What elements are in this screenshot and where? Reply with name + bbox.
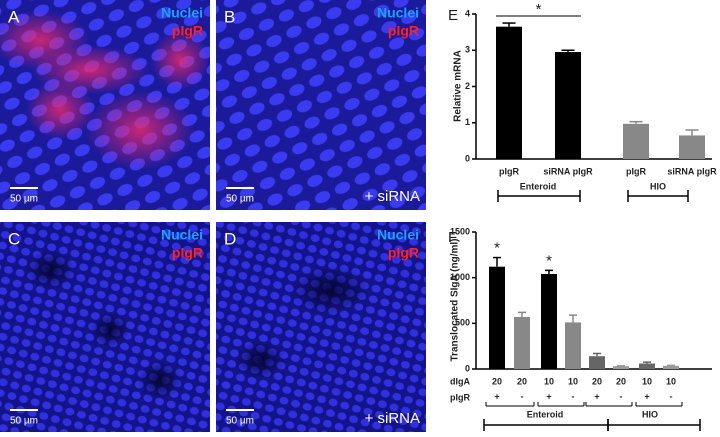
bar	[565, 322, 581, 369]
micrograph	[216, 0, 426, 210]
scale-label: 50 µm	[226, 416, 254, 427]
y-tick-label: 1	[465, 117, 470, 127]
annotation: *	[536, 1, 542, 18]
row-label: pIgR	[450, 392, 470, 402]
group-label: Enteroid	[520, 181, 557, 191]
bar	[613, 366, 629, 369]
stain-label: pIgR	[388, 245, 419, 261]
stain	[25, 80, 95, 140]
treatment-label: + siRNA	[365, 188, 420, 205]
x-tick-label: 20	[616, 376, 626, 386]
x-tick-label: 10	[568, 376, 578, 386]
x-tick-label: -	[572, 391, 575, 401]
y-axis-label: Relative mRNA	[453, 50, 464, 122]
annotation: *	[494, 240, 500, 257]
y-tick-label: 1500	[450, 226, 470, 236]
group-label: HIO	[642, 409, 658, 419]
x-tick-label: siRNA pIgR	[667, 166, 717, 176]
x-tick-label: 20	[492, 376, 502, 386]
micrographs	[0, 0, 426, 432]
bar	[555, 52, 581, 159]
y-tick-label: 4	[465, 8, 470, 18]
x-tick-label: -	[670, 391, 673, 401]
panel-letter: D	[224, 229, 236, 248]
stain	[150, 30, 210, 90]
micrograph	[216, 222, 426, 432]
y-tick-label: 1000	[450, 272, 470, 282]
treatment-label: + siRNA	[365, 410, 420, 427]
stain-label: pIgR	[172, 23, 203, 39]
x-tick-label: 10	[642, 376, 652, 386]
x-tick-label: +	[494, 391, 499, 401]
scale-label: 50 µm	[226, 194, 254, 205]
group-label: HIO	[650, 181, 666, 191]
x-tick-label: 20	[592, 376, 602, 386]
group-label: Enteroid	[527, 409, 564, 419]
bar	[679, 135, 705, 159]
shadow	[290, 265, 370, 315]
x-tick-label: +	[594, 391, 599, 401]
stain-label: Nuclei	[161, 227, 203, 243]
x-tick-label: pIgR	[626, 166, 646, 176]
row-label: dIgA	[450, 376, 470, 386]
bar	[639, 363, 655, 369]
scale-label: 50 µm	[10, 416, 38, 427]
bar	[589, 356, 605, 369]
shadow	[25, 250, 75, 290]
x-tick-label: +	[644, 391, 649, 401]
stain-label: pIgR	[388, 23, 419, 39]
y-tick-label: 3	[465, 45, 470, 55]
y-tick-label: 0	[465, 363, 470, 373]
panel-letter: E	[448, 7, 458, 24]
x-tick-label: +	[546, 391, 551, 401]
bar	[541, 274, 557, 369]
panel-letter: B	[224, 7, 235, 26]
stain-label: Nuclei	[377, 227, 419, 243]
stain-label: pIgR	[172, 245, 203, 261]
y-tick-label: 2	[465, 81, 470, 91]
stain-label: Nuclei	[161, 5, 203, 21]
panel-letter: C	[8, 229, 20, 248]
x-tick-label: pIgR	[499, 166, 519, 176]
bar	[489, 266, 505, 369]
x-tick-label: 10	[666, 376, 676, 386]
x-tick-label: 20	[517, 376, 527, 386]
bar	[623, 123, 649, 159]
y-tick-label: 500	[455, 318, 470, 328]
panel-letter: F	[448, 229, 457, 246]
y-axis-label: Translocated SIgA (ng/ml)	[450, 239, 461, 362]
x-tick-label: siRNA pIgR	[543, 166, 593, 176]
stain-label: Nuclei	[377, 5, 419, 21]
bar	[663, 365, 679, 369]
x-tick-label: -	[521, 391, 524, 401]
panel-letter: A	[8, 7, 20, 26]
shadow	[138, 360, 182, 400]
scale-label: 50 µm	[10, 194, 38, 205]
y-tick-label: 0	[465, 153, 470, 163]
stain	[85, 90, 195, 170]
shadow	[90, 312, 130, 348]
shadow	[235, 340, 285, 380]
x-tick-label: 10	[544, 376, 554, 386]
annotation: *	[546, 252, 552, 269]
bar	[496, 26, 522, 159]
x-tick-label: -	[620, 391, 623, 401]
bar	[514, 316, 530, 369]
